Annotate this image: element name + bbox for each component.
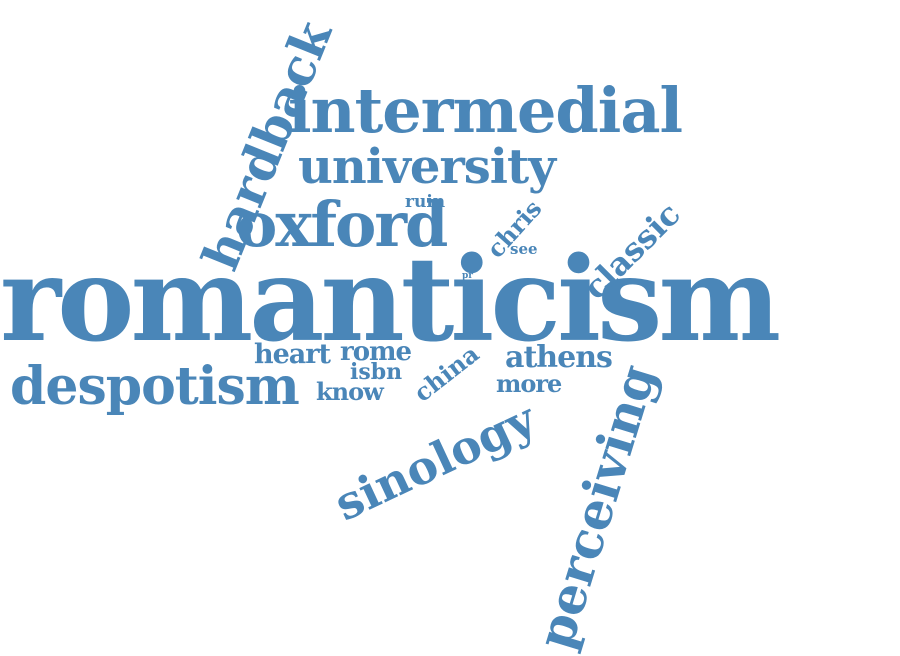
word-see: see — [510, 240, 538, 258]
word-perceiving: perceiving — [525, 357, 668, 656]
word-university: university — [298, 139, 556, 195]
word-intermedial: intermedial — [288, 74, 683, 147]
word-know: know — [316, 377, 384, 406]
word-athens: athens — [505, 340, 613, 375]
word-more: more — [496, 369, 562, 398]
word-isbn: isbn — [350, 359, 403, 385]
word-heart: heart — [254, 339, 331, 370]
word-pr: pr — [462, 271, 474, 281]
word-oxford: oxford — [236, 188, 448, 261]
word-cloud: romanticism intermedial university oxfor… — [0, 13, 781, 656]
word-despotism: despotism — [10, 356, 300, 417]
word-ruin: ruin — [405, 192, 446, 212]
word-rome: rome — [340, 337, 412, 367]
word-sinology: sinology — [326, 391, 544, 532]
word-romanticism: romanticism — [0, 232, 781, 368]
